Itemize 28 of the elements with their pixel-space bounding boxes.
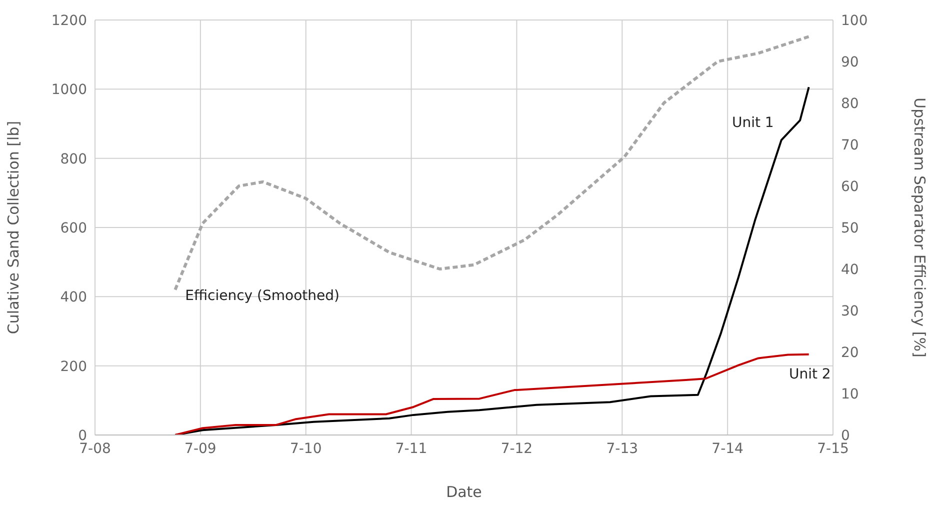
x-tick-label: 7-11 [395,440,428,457]
series-label: Unit 2 [788,366,831,382]
y-tick-label: 1000 [51,82,87,98]
y2-tick-label: 20 [841,344,859,361]
y-axis-title: Culative Sand Collection [lb] [4,120,22,334]
x-tick-label: 7-09 [184,440,216,457]
y-tick-label: 400 [60,290,87,306]
y2-axis-title: Upstream Separator Efficiency [%] [910,98,929,358]
y2-tick-label: 60 [841,178,859,195]
x-tick-label: 7-13 [606,440,638,457]
y2-tick-label: 10 [841,386,859,402]
x-tick-label: 7-12 [500,440,533,457]
y2-tick-label: 100 [841,12,868,29]
y2-tick-label: 70 [841,137,859,154]
series-label: Efficiency (Smoothed) [185,288,340,304]
x-tick-label: 7-14 [712,440,744,457]
y2-tick-label: 80 [841,96,859,112]
y2-tick-label: 90 [841,54,859,70]
y-tick-label: 800 [60,151,87,168]
y-tick-label: 1200 [51,12,87,29]
y2-tick-label: 50 [841,220,859,236]
x-tick-label: 7-10 [290,440,322,457]
x-axis-title: Date [446,483,482,501]
y2-tick-label: 30 [841,303,859,320]
y-tick-label: 600 [60,220,87,236]
y2-tick-label: 40 [841,262,859,278]
series-label: Unit 1 [732,115,774,132]
y-tick-label: 200 [60,358,87,375]
